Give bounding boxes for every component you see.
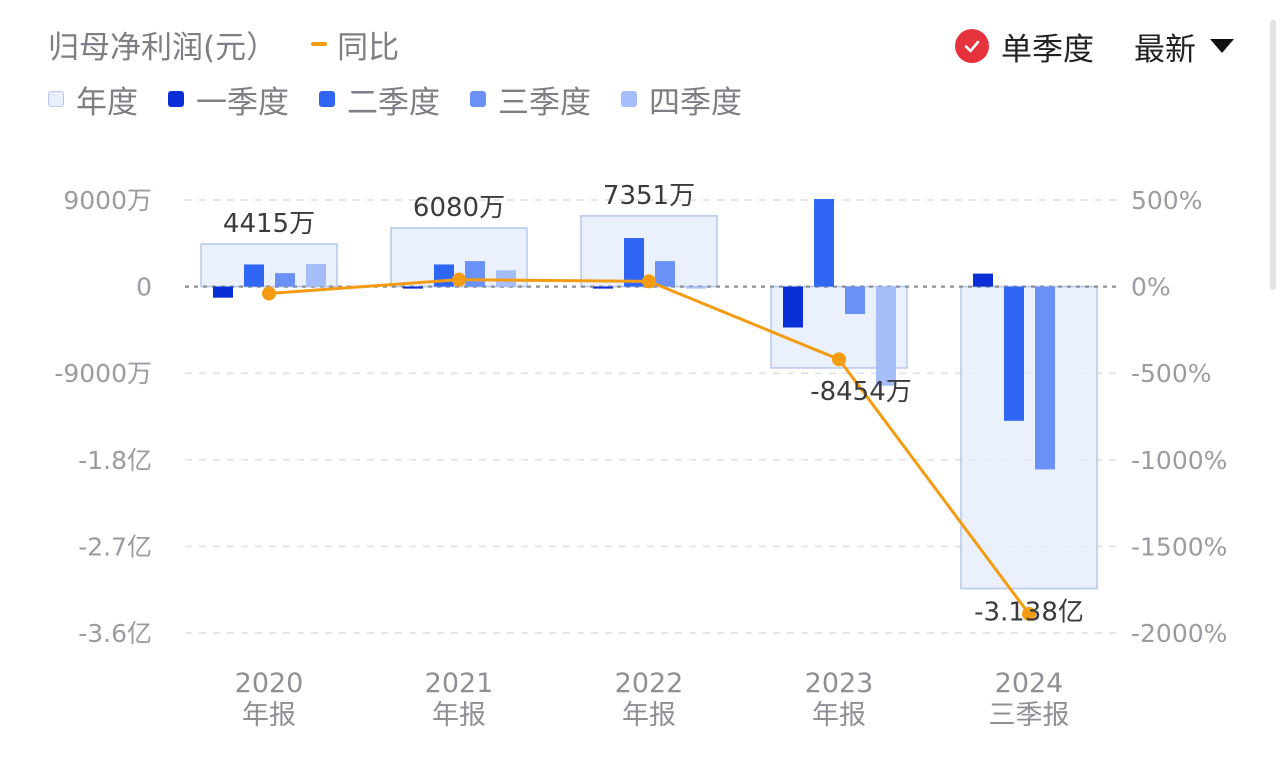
yoy-polyline (268, 278, 1031, 615)
yoy-point (832, 352, 846, 367)
x-tick-label-period: 年报 (622, 700, 676, 731)
y-right-tick-label: 500% (1131, 186, 1202, 215)
quarter-bar-q1 (973, 273, 993, 287)
legend-swatch-annual (48, 91, 64, 107)
y-left-tick-label: -2.7亿 (78, 532, 152, 561)
x-tick-label-period: 年报 (432, 700, 486, 731)
quarter-bar-q1 (783, 286, 803, 328)
legend-item-q1[interactable]: 一季度 (168, 77, 289, 122)
chart-controls: 单季度 最新 (955, 22, 1234, 70)
y-right-tick-label: -1000% (1131, 446, 1227, 475)
single-quarter-checkbox[interactable] (955, 29, 989, 63)
quarter-bar-q4 (686, 286, 706, 289)
legend-label-q4: 四季度 (649, 84, 742, 121)
legend-item-q3[interactable]: 三季度 (470, 77, 591, 122)
annual-value-label: 6080万 (413, 193, 505, 223)
chart-header: 归母净利润(元） 同比 (48, 22, 399, 66)
quarter-bar-q3 (465, 261, 485, 287)
yoy-point (1022, 606, 1036, 621)
legend-swatch-q4 (621, 91, 637, 107)
period-dropdown[interactable]: 最新 (1134, 24, 1234, 69)
legend-label-q1: 一季度 (196, 84, 289, 121)
annual-bar (960, 285, 1098, 590)
quarter-bar-q2 (434, 264, 454, 287)
quarter-bar-q3 (1035, 286, 1055, 470)
quarter-bar-q4 (496, 270, 516, 287)
y-right-tick-label: -500% (1131, 359, 1212, 388)
quarter-bar-q2 (814, 199, 834, 287)
series-legend: 年度 一季度 二季度 三季度 四季度 (48, 77, 772, 122)
x-tick-label-period: 三季报 (989, 700, 1070, 731)
x-tick-label-period: 年报 (242, 700, 296, 731)
yoy-legend-label: 同比 (337, 29, 400, 66)
yoy-point (452, 272, 466, 287)
x-tick-label-period: 年报 (812, 700, 866, 731)
quarter-bar-q1 (403, 286, 423, 289)
y-right-tick-label: -2000% (1131, 619, 1227, 648)
legend-label-annual: 年度 (76, 84, 138, 121)
annual-value-label: 7351万 (603, 181, 695, 211)
y-right-tick-label: -1500% (1131, 532, 1227, 561)
quarter-bar-q2 (624, 238, 644, 287)
legend-label-q3: 三季度 (498, 84, 591, 121)
dropdown-triangle-icon (1210, 39, 1234, 53)
quarter-bars (213, 199, 1055, 470)
annual-value-label: -8454万 (810, 377, 912, 407)
chart-title: 归母净利润(元） (48, 29, 278, 66)
y-left-tick-label: 0 (136, 273, 152, 302)
yoy-line-swatch (311, 42, 328, 46)
legend-item-q4[interactable]: 四季度 (621, 77, 742, 122)
y-left-tick-label: -9000万 (54, 359, 152, 388)
y-left-tick-label: 9000万 (63, 186, 152, 215)
check-icon (964, 40, 980, 53)
quarter-bar-q3 (275, 273, 295, 287)
annual-value-label: -3.138亿 (974, 598, 1084, 628)
axis-labels: 9000万 0 -9000万 -1.8亿 -2.7亿 -3.6亿 500% 0% -500% -1… (54, 186, 1227, 731)
period-dropdown-label: 最新 (1134, 31, 1196, 68)
x-tick-label-year: 2022 (615, 668, 684, 699)
x-tick-label-year: 2021 (425, 668, 494, 699)
data-labels: 4415万 6080万 7351万 -8454万 -3.138亿 (223, 181, 1084, 628)
x-tick-label-year: 2024 (995, 668, 1064, 699)
scrollbar[interactable] (1270, 20, 1276, 290)
annual-bars (200, 215, 1098, 590)
y-right-tick-label: 0% (1131, 273, 1171, 302)
legend-label-q2: 二季度 (347, 84, 440, 121)
quarter-bar-q3 (655, 261, 675, 287)
y-left-tick-label: -3.6亿 (78, 619, 152, 648)
quarter-bar-q3 (845, 286, 865, 315)
legend-swatch-q2 (319, 91, 335, 107)
y-left-tick-label: -1.8亿 (78, 446, 152, 475)
quarter-bar-q4 (876, 286, 896, 386)
quarter-bar-q4 (306, 263, 326, 287)
yoy-point (642, 274, 656, 289)
yoy-point (262, 286, 276, 301)
x-tick-label-year: 2020 (235, 668, 304, 699)
legend-swatch-q1 (168, 91, 184, 107)
legend-item-q2[interactable]: 二季度 (319, 77, 440, 122)
quarter-bar-q1 (593, 286, 613, 289)
legend-swatch-q3 (470, 91, 486, 107)
yoy-line (262, 272, 1036, 621)
quarter-bar-q2 (244, 264, 264, 287)
x-tick-label-year: 2023 (805, 668, 874, 699)
yoy-legend: 同比 (311, 22, 399, 67)
grid-lines (185, 199, 1118, 634)
single-quarter-label[interactable]: 单季度 (1001, 31, 1094, 68)
quarter-bar-q2 (1004, 286, 1024, 421)
annual-value-label: 4415万 (223, 209, 315, 239)
quarter-bar-q1 (213, 286, 233, 298)
legend-item-annual[interactable]: 年度 (48, 77, 138, 122)
